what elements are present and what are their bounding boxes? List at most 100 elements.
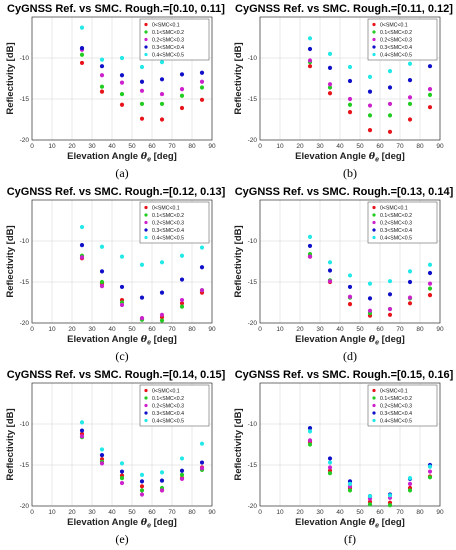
y-axis-label: Reflectivity [dB]	[233, 42, 244, 114]
data-point-series-3	[119, 302, 125, 308]
data-point-series-5	[327, 460, 333, 465]
legend-marker	[372, 396, 376, 400]
x-tick-label: 0	[30, 143, 34, 150]
data-point-series-4	[139, 79, 145, 84]
x-tick-label: 0	[258, 326, 262, 333]
data-point-series-3	[427, 87, 433, 92]
y-axis-label: Reflectivity [dB]	[233, 408, 244, 480]
data-point-series-5	[139, 262, 145, 267]
legend-label: 0.2<SMC<0.3	[152, 37, 184, 43]
legend-marker	[372, 220, 376, 225]
data-point-series-5	[99, 57, 105, 62]
chart-title: CyGNSS Ref. vs SMC. Rough.=[0.13, 0.14]	[235, 186, 454, 198]
legend-marker	[144, 45, 148, 49]
data-point-series-3	[159, 91, 165, 97]
legend-box	[367, 201, 438, 244]
data-point-series-4	[327, 456, 333, 461]
chart-panel-f: 0 10 20 30 40 50 60 70 80 90 -20 -15 -10 CyGNSS Ref. …	[228, 366, 456, 549]
legend-marker	[144, 205, 148, 210]
x-tick-label: 60	[376, 326, 384, 333]
chart-svg: 0 10 20 30 40 50 60 70 80 90 -20 -15 -10 CyGNSS Ref. …	[233, 369, 454, 546]
x-tick-label: 50	[128, 509, 136, 516]
data-point-series-2	[407, 101, 413, 107]
data-point-series-5	[407, 476, 413, 481]
data-point-series-4	[199, 265, 205, 270]
data-point-series-3	[99, 73, 105, 78]
panel-caption: (a)	[115, 166, 128, 180]
x-tick-label: 70	[396, 143, 404, 150]
legend: 0<SMC<0.1 0.1<SMC<0.20.2<SMC<0.3 0.3<SMC<0…	[139, 384, 210, 427]
data-point-series-3	[119, 480, 125, 486]
x-tick-label: 40	[108, 326, 116, 333]
legend-marker	[144, 22, 148, 27]
data-point-series-3	[119, 80, 125, 85]
x-tick-label: 50	[356, 509, 364, 516]
legend-label: 0<SMC<0.1	[152, 388, 180, 394]
data-point-series-3	[327, 465, 333, 470]
y-tick-label: -15	[20, 279, 30, 286]
x-tick-label: 30	[316, 143, 324, 150]
panel-caption: (f)	[344, 532, 356, 546]
x-tick-label: 80	[188, 143, 196, 150]
data-point-series-5	[139, 472, 145, 477]
data-point-series-3	[427, 469, 433, 474]
data-point-series-3	[367, 308, 373, 313]
x-tick-label: 30	[316, 326, 324, 333]
data-point-series-1	[159, 117, 165, 122]
y-tick-label: -10	[248, 55, 258, 62]
data-point-series-2	[427, 92, 433, 97]
data-point-series-3	[407, 295, 413, 300]
data-point-series-4	[327, 268, 333, 273]
data-point-series-5	[159, 260, 165, 265]
data-point-series-2	[199, 85, 205, 90]
data-point-series-5	[179, 253, 185, 258]
x-tick-label: 30	[88, 143, 96, 150]
data-point-series-3	[99, 284, 105, 289]
data-point-series-1	[367, 128, 373, 133]
data-point-series-3	[179, 87, 185, 92]
data-point-series-4	[327, 65, 333, 70]
y-tick-label: -10	[20, 421, 30, 428]
data-point-series-3	[139, 315, 145, 321]
data-point-series-2	[99, 84, 105, 89]
data-point-series-5	[367, 281, 373, 286]
data-point-series-1	[387, 129, 393, 134]
data-point-series-5	[407, 61, 413, 66]
legend: 0<SMC<0.1 0.1<SMC<0.20.2<SMC<0.3 0.3<SMC<0…	[367, 201, 438, 244]
data-point-series-3	[79, 434, 85, 439]
data-point-series-5	[407, 269, 413, 274]
legend-label: 0.4<SMC<0.5	[152, 235, 184, 241]
x-axis-label: Elevation Angle θe [deg]	[295, 334, 405, 347]
legend-label: 0.2<SMC<0.3	[380, 37, 412, 43]
legend-label: 0.1<SMC<0.2	[152, 213, 184, 219]
data-point-series-1	[179, 301, 185, 306]
x-tick-label: 80	[416, 143, 424, 150]
data-point-series-3	[159, 488, 165, 493]
legend-marker	[372, 228, 376, 232]
x-tick-label: 80	[188, 326, 196, 333]
data-point-series-2	[179, 472, 185, 477]
data-point-series-1	[79, 60, 85, 66]
data-point-series-2	[159, 101, 165, 107]
y-tick-label: -10	[248, 421, 258, 428]
data-point-series-1	[407, 117, 413, 122]
y-tick-label: -10	[20, 55, 30, 62]
data-point-series-4	[199, 460, 205, 465]
data-point-series-2	[119, 476, 125, 481]
axes-frame	[259, 382, 441, 507]
data-point-series-3	[307, 58, 313, 63]
x-axis-label: Elevation Angle θe [deg]	[67, 334, 177, 347]
data-point-series-1	[307, 64, 313, 69]
legend-label: 0<SMC<0.1	[380, 22, 408, 28]
panel-caption: (e)	[115, 532, 128, 546]
chart-panel-b: 0 10 20 30 40 50 60 70 80 90 -20 -15 -10 CyGNSS Ref. …	[228, 0, 456, 183]
data-point-series-5	[199, 245, 205, 250]
data-point-series-1	[99, 89, 105, 94]
data-point-series-3	[347, 294, 353, 299]
x-tick-label: 80	[188, 509, 196, 516]
data-point-series-5	[119, 55, 125, 61]
data-point-series-3	[199, 466, 205, 471]
data-point-series-5	[387, 279, 393, 284]
legend-label: 0.2<SMC<0.3	[152, 220, 184, 226]
data-point-series-4	[139, 479, 145, 484]
